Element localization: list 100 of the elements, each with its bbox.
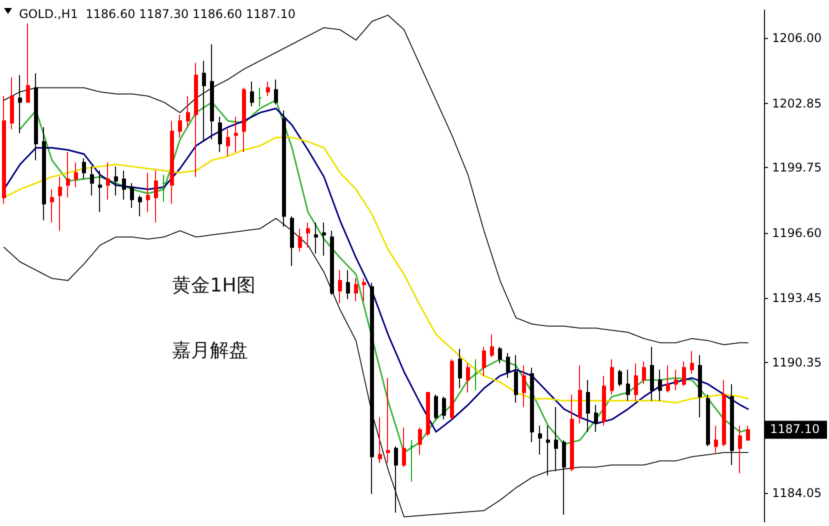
candlestick (90, 166, 94, 196)
candlestick (378, 416, 382, 464)
y-tick-label: 1206.00 (772, 30, 822, 45)
candlestick (178, 114, 182, 138)
candlestick (338, 270, 342, 304)
candlestick (650, 346, 654, 402)
candlestick (114, 166, 118, 196)
candlestick (42, 126, 46, 221)
annotation: 黄金1H图 (172, 274, 256, 296)
candlestick (394, 446, 398, 514)
y-tick-label: 1199.75 (772, 160, 822, 175)
candlestick (546, 425, 550, 476)
y-tick-label: 1196.60 (772, 226, 822, 240)
candlestick (514, 354, 518, 404)
candlestick (2, 96, 6, 204)
candlestick (738, 425, 742, 474)
chart-title: GOLD.,H1 1186.60 1187.30 1186.60 1187.10 (19, 7, 296, 21)
candlestick (722, 380, 726, 447)
candlestick (34, 72, 38, 161)
candlestick (10, 76, 14, 130)
candlestick (314, 222, 318, 254)
candlestick (450, 358, 454, 420)
candlestick (210, 44, 214, 140)
candlestick (610, 358, 614, 396)
candlestick (138, 195, 142, 217)
candlestick (154, 170, 158, 223)
candlestick (474, 358, 478, 391)
candlestick (306, 222, 310, 248)
line-series (3, 136, 749, 404)
candlestick (666, 365, 670, 393)
candlestick (162, 174, 166, 202)
y-tick-label: 1202.85 (772, 96, 822, 110)
candlestick (186, 96, 190, 128)
candlestick (746, 425, 750, 441)
candlestick (202, 60, 206, 142)
candlestick (522, 365, 526, 408)
candlestick (730, 384, 734, 466)
candlestick (130, 182, 134, 208)
candlestick (706, 394, 710, 447)
candlestick (298, 228, 302, 252)
candlestick (242, 87, 246, 152)
candlestick (642, 360, 646, 385)
candlestick (458, 348, 462, 389)
candlestick (490, 334, 494, 358)
candlestick (578, 365, 582, 424)
candlestick (442, 396, 446, 420)
candlestick (682, 360, 686, 387)
candlestick (330, 230, 334, 296)
y-tick-label: 1193.45 (772, 291, 822, 306)
candlestick (586, 380, 590, 432)
candlestick (266, 81, 270, 97)
candlestick (122, 170, 126, 200)
candlestick (426, 392, 430, 436)
candlestick (386, 377, 390, 464)
candlestick (66, 151, 70, 198)
candlestick (698, 354, 702, 418)
candlestick (674, 369, 678, 391)
candlestick (106, 162, 110, 200)
candlestick (690, 350, 694, 374)
candlestick (634, 362, 638, 402)
candlestick (498, 346, 502, 364)
candlestick (602, 375, 606, 426)
candlestick (74, 162, 78, 188)
candlestick (658, 369, 662, 402)
y-tick-label: 1190.35 (772, 355, 822, 370)
candlestick (18, 74, 22, 134)
candlestick (50, 188, 54, 223)
candlestick (370, 282, 374, 495)
candlestick (530, 367, 534, 443)
candlestick (354, 278, 358, 302)
candlestick (258, 87, 262, 107)
candlestick (274, 78, 278, 105)
y-tick-label: 1184.05 (772, 486, 822, 500)
candlestick (218, 116, 222, 152)
candlestick (26, 22, 30, 103)
candlestick (554, 406, 558, 472)
candlestick (434, 394, 438, 420)
candlestick (58, 176, 62, 232)
candlestick (234, 116, 238, 152)
candlestick (170, 120, 174, 204)
candlestick (402, 427, 406, 468)
candlestick (466, 362, 470, 393)
candlestick (482, 346, 486, 376)
candlestick (322, 222, 326, 256)
text: 1187.10 (770, 422, 820, 436)
candlestick (410, 440, 414, 482)
candlestick (250, 81, 254, 107)
candlestick (570, 394, 574, 472)
candlestick (82, 158, 86, 180)
candlestick (506, 352, 510, 378)
candlestick (618, 369, 622, 387)
candlestick (714, 425, 718, 454)
candlestick (226, 128, 230, 157)
candlestick (98, 170, 102, 213)
candlestick (538, 425, 542, 456)
candlestick (626, 369, 630, 402)
candlestick (194, 62, 198, 178)
candlestick (346, 270, 350, 300)
candlestick (418, 427, 422, 456)
annotation: 嘉月解盘 (172, 340, 248, 362)
